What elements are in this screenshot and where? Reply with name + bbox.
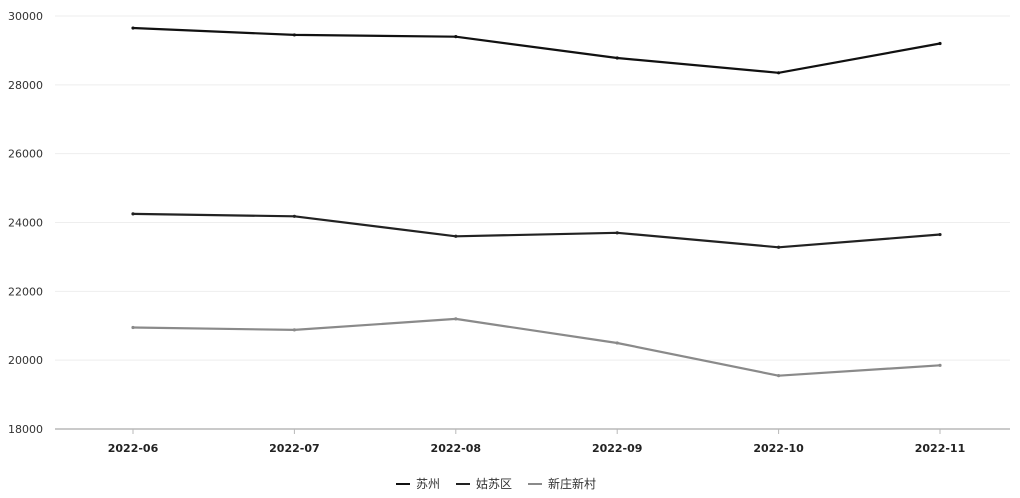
data-point — [292, 33, 296, 37]
data-point — [454, 234, 458, 238]
x-tick-label: 2022-07 — [269, 442, 320, 455]
grid-lines — [55, 15, 1010, 430]
data-point — [615, 341, 619, 345]
legend: 苏州 姑苏区 新庄新村 — [396, 476, 596, 491]
legend-label: 新庄新村 — [548, 476, 596, 491]
y-tick-label: 24000 — [8, 217, 43, 230]
data-point — [777, 374, 781, 378]
data-point — [131, 325, 135, 330]
y-tick-label: 20000 — [8, 354, 43, 367]
x-tick-label: 2022-08 — [431, 442, 482, 455]
y-axis: 30000 28000 26000 24000 22000 20000 18000 — [8, 10, 43, 436]
legend-item[interactable]: 新庄新村 — [528, 476, 596, 491]
series-line — [131, 212, 942, 249]
legend-label: 姑苏区 — [476, 477, 512, 491]
y-tick-label: 28000 — [8, 79, 43, 92]
series-line — [131, 26, 942, 74]
data-point — [292, 328, 296, 332]
legend-item[interactable]: 苏州 — [396, 477, 440, 491]
data-point — [938, 363, 942, 367]
data-point — [615, 56, 619, 60]
y-tick-label: 22000 — [8, 285, 43, 298]
x-tick-label: 2022-11 — [915, 442, 966, 455]
x-tick-label: 2022-10 — [753, 442, 804, 455]
data-point — [292, 214, 296, 218]
x-tick-label: 2022-09 — [592, 442, 643, 455]
data-point — [454, 317, 458, 321]
x-tick-label: 2022-06 — [108, 442, 159, 455]
y-tick-label: 18000 — [8, 423, 43, 436]
data-point — [454, 35, 458, 39]
data-point — [131, 26, 135, 30]
data-point — [938, 41, 942, 46]
legend-item[interactable]: 姑苏区 — [456, 477, 512, 491]
series-lines — [131, 26, 942, 378]
data-point — [615, 231, 619, 235]
data-point — [777, 245, 781, 249]
y-tick-label: 30000 — [8, 10, 43, 23]
data-point — [131, 212, 135, 216]
data-point — [938, 232, 942, 237]
data-point — [777, 71, 781, 75]
x-axis: 2022-06 2022-07 2022-08 2022-09 2022-10 2022-… — [108, 429, 966, 455]
legend-label: 苏州 — [416, 477, 440, 491]
y-tick-label: 26000 — [8, 148, 43, 161]
series-line — [131, 317, 942, 377]
